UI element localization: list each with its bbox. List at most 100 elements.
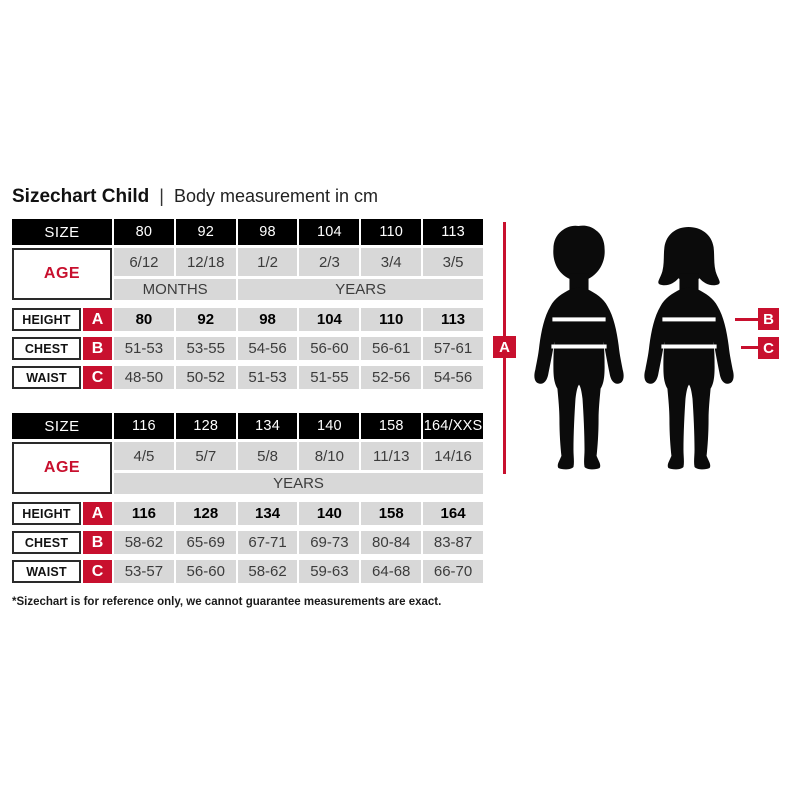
waist-value: 64-68 [361, 560, 422, 583]
waist-value: 58-62 [237, 560, 298, 583]
waist-value: 59-63 [299, 560, 360, 583]
unit-months: MONTHS [114, 279, 237, 300]
size-value: 140 [299, 413, 360, 439]
waist-value: 48-50 [114, 366, 174, 389]
size-header-row: SIZE 80 92 98 104 110 113 [12, 219, 483, 245]
waist-value: 54-56 [423, 366, 483, 389]
chest-value: 58-62 [114, 531, 174, 554]
size-header-label: SIZE [12, 413, 112, 439]
age-value: 4/5 [114, 442, 174, 470]
chest-row: CHEST B 51-53 53-55 54-56 56-60 56-61 57… [12, 337, 483, 360]
badge-b: B [83, 531, 112, 554]
size-value: 128 [175, 413, 236, 439]
height-value: 128 [175, 502, 236, 525]
age-value: 12/18 [175, 248, 236, 276]
height-value: 116 [114, 502, 174, 525]
height-row: HEIGHT A 80 92 98 104 110 113 [12, 308, 483, 331]
height-value: 104 [299, 308, 360, 331]
waist-value: 51-55 [299, 366, 360, 389]
boy-silhouette-icon [534, 225, 624, 470]
height-row: HEIGHT A 116 128 134 140 158 164 [12, 502, 483, 525]
age-value: 3/5 [423, 248, 483, 276]
sizechart-table-large: SIZE 116 128 134 140 158 164/XXS AGE 4/5… [12, 413, 483, 583]
age-label: AGE [12, 248, 112, 300]
waist-value: 50-52 [175, 366, 236, 389]
height-value: 113 [423, 308, 483, 331]
size-value: 104 [299, 219, 360, 245]
waist-value: 56-60 [175, 560, 236, 583]
age-value: 5/8 [237, 442, 298, 470]
height-value: 98 [237, 308, 298, 331]
age-value: 2/3 [299, 248, 360, 276]
age-value: 14/16 [423, 442, 483, 470]
size-value: 92 [175, 219, 236, 245]
chest-value: 69-73 [299, 531, 360, 554]
chest-value: 56-60 [299, 337, 360, 360]
size-value: 116 [114, 413, 174, 439]
waist-label: WAIST [12, 560, 81, 583]
figure-badge-b: B [758, 308, 779, 330]
age-label: AGE [12, 442, 112, 494]
age-values-row: 6/12 12/18 1/2 2/3 3/4 3/5 [114, 248, 483, 276]
girl-silhouette-icon [644, 227, 734, 470]
age-values-row: 4/5 5/7 5/8 8/10 11/13 14/16 [114, 442, 483, 470]
chest-value: 56-61 [361, 337, 422, 360]
title-main: Sizechart Child [12, 186, 150, 207]
waist-value: 53-57 [114, 560, 174, 583]
waist-label: WAIST [12, 366, 81, 389]
sizechart-table-small: SIZE 80 92 98 104 110 113 AGE 6/12 12/18… [12, 219, 483, 389]
age-units-row: YEARS [114, 473, 483, 494]
height-label: HEIGHT [12, 308, 81, 331]
waist-value: 66-70 [423, 560, 483, 583]
chest-value: 54-56 [237, 337, 298, 360]
size-header-label: SIZE [12, 219, 112, 245]
waist-row: WAIST C 48-50 50-52 51-53 51-55 52-56 54… [12, 366, 483, 389]
chest-value: 80-84 [361, 531, 422, 554]
badge-a: A [83, 502, 112, 525]
badge-a: A [83, 308, 112, 331]
age-value: 11/13 [361, 442, 422, 470]
waist-row: WAIST C 53-57 56-60 58-62 59-63 64-68 66… [12, 560, 483, 583]
height-label: HEIGHT [12, 502, 81, 525]
badge-c: C [83, 560, 112, 583]
chest-label: CHEST [12, 337, 81, 360]
chest-value: 51-53 [114, 337, 174, 360]
chest-value: 53-55 [175, 337, 236, 360]
height-value: 134 [237, 502, 298, 525]
unit-years: YEARS [238, 279, 483, 300]
height-value: 158 [361, 502, 422, 525]
height-value: 140 [299, 502, 360, 525]
height-value: 92 [175, 308, 236, 331]
title-separator: | [159, 186, 164, 206]
size-value: 98 [237, 219, 298, 245]
size-value: 110 [361, 219, 422, 245]
waist-value: 51-53 [237, 366, 298, 389]
height-value: 110 [361, 308, 422, 331]
size-value: 158 [361, 413, 422, 439]
chest-value: 67-71 [237, 531, 298, 554]
height-value: 80 [114, 308, 174, 331]
age-value: 8/10 [299, 442, 360, 470]
figure-badge-a: A [493, 336, 516, 358]
title-subtitle: Body measurement in cm [173, 186, 379, 206]
waist-guide-line [741, 346, 758, 349]
age-section: AGE 6/12 12/18 1/2 2/3 3/4 3/5 MONTHS YE… [12, 248, 483, 300]
size-value: 113 [423, 219, 483, 245]
figure-badge-c: C [758, 337, 779, 359]
size-value: 164/XXS [423, 413, 483, 439]
measurement-figure: A B C [490, 195, 800, 505]
size-value: 134 [237, 413, 298, 439]
age-value: 6/12 [114, 248, 174, 276]
age-section: AGE 4/5 5/7 5/8 8/10 11/13 14/16 YEARS [12, 442, 483, 494]
disclaimer-text: *Sizechart is for reference only, we can… [12, 596, 442, 608]
waist-value: 52-56 [361, 366, 422, 389]
age-value: 3/4 [361, 248, 422, 276]
badge-b: B [83, 337, 112, 360]
size-value: 80 [114, 219, 174, 245]
chest-value: 83-87 [423, 531, 483, 554]
chest-label: CHEST [12, 531, 81, 554]
size-header-row: SIZE 116 128 134 140 158 164/XXS [12, 413, 483, 439]
chest-value: 57-61 [423, 337, 483, 360]
chest-guide-line [735, 318, 758, 321]
